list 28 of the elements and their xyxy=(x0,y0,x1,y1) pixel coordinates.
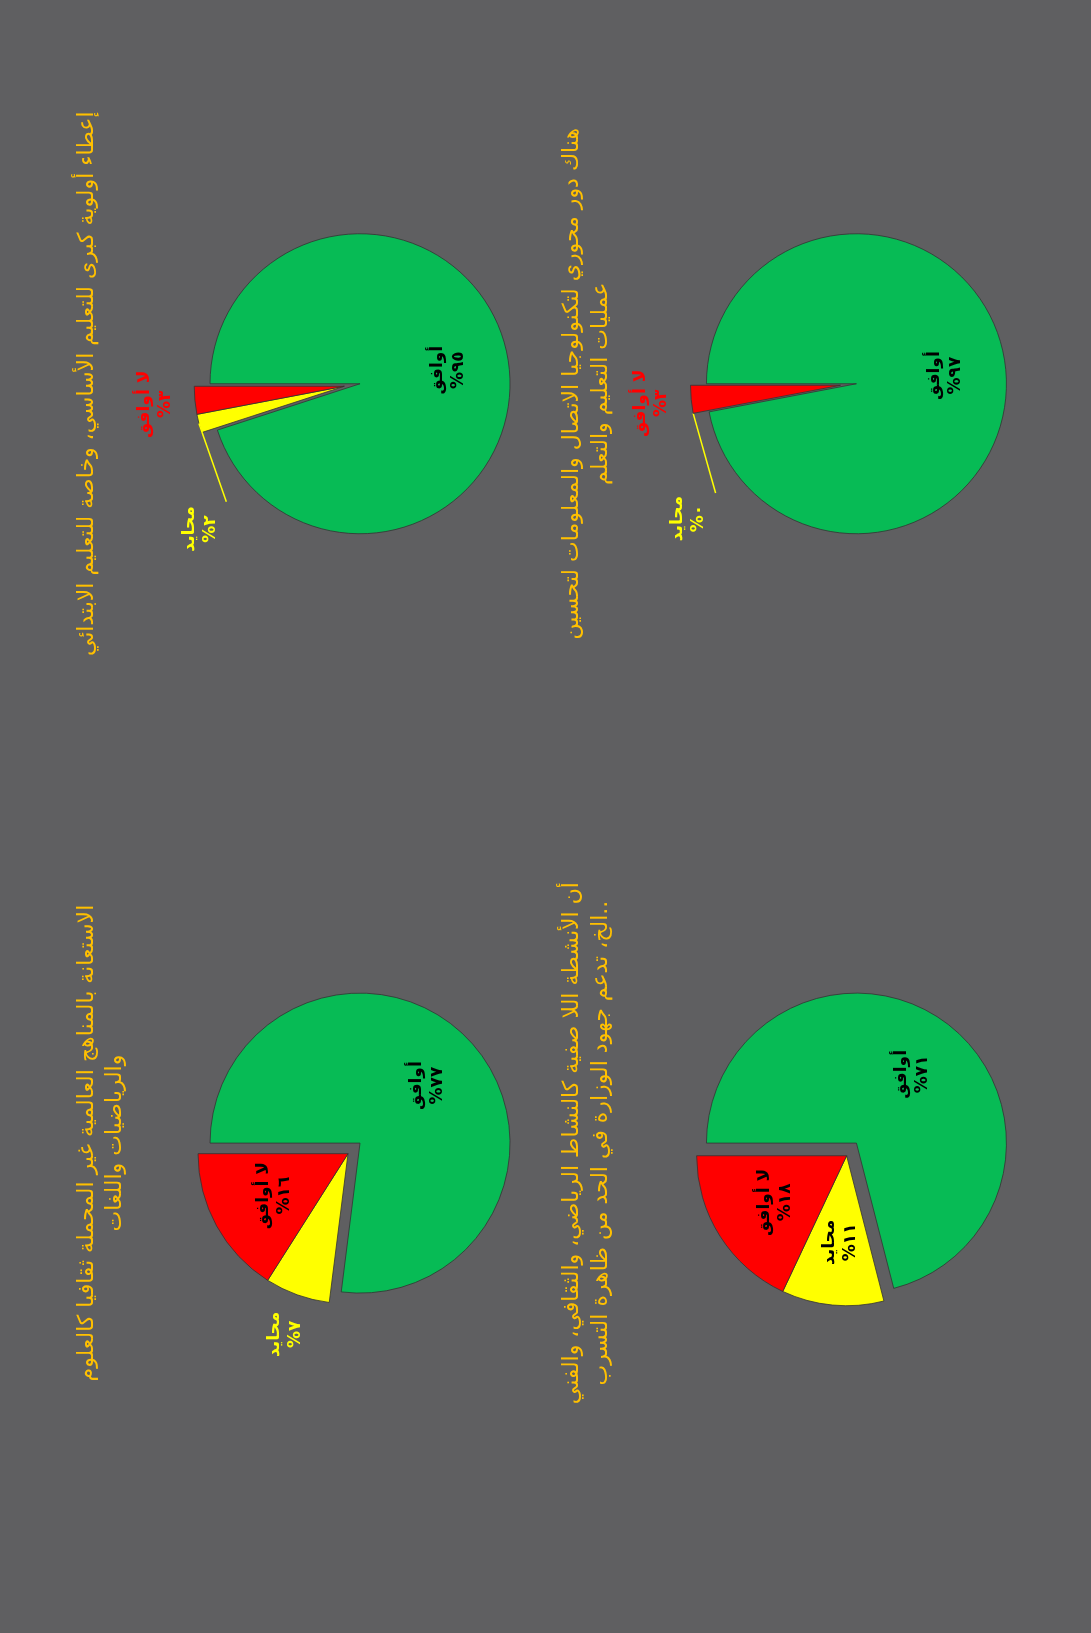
data-label: ٧٧% xyxy=(426,1066,447,1105)
data-label: ١٦% xyxy=(272,1176,293,1215)
slice-label: محايد xyxy=(262,1311,283,1358)
slice-label: أوافق xyxy=(888,1050,911,1099)
data-label: ٩٥% xyxy=(446,351,467,390)
data-label: ١١% xyxy=(839,1223,860,1262)
slice-label: لا أوافق xyxy=(250,1161,273,1230)
category-label: محايد xyxy=(666,495,687,542)
slice-label: لا أوافق xyxy=(752,1168,775,1236)
text: أن الأنشطة اللا صفية كالنشاط الرياضي، والثقافي، والفني ..الخ، تدعم جهود الوزارة في الحد من ظاهرة التسرب xyxy=(556,882,613,1405)
data-label: ٧١% xyxy=(910,1055,931,1094)
data-label: ١٨% xyxy=(774,1182,795,1222)
slice-label: لا أوافق xyxy=(628,369,651,437)
text: هناك دور محوري لتكنولوجيا الاتصال والمعلومات لتحسين عمليات التعليم والتعلم xyxy=(558,128,613,640)
data-label: ٩٧% xyxy=(944,356,965,395)
data-label: ٣% xyxy=(650,389,671,418)
slice-label: أوافق xyxy=(424,345,447,395)
data-label: ٢% xyxy=(199,514,220,543)
slice-label: أوافق xyxy=(922,351,945,400)
data-label: ٣% xyxy=(154,390,175,419)
text: الاستعانة بالمناهج العالمية غير المحملة ثقافيا كالعلوم والرياضيات واللغات xyxy=(72,904,127,1382)
text: ٠% xyxy=(687,504,708,533)
slice-label: محايد xyxy=(818,1219,839,1266)
text: إعطاء أولوية كبرى للتعليم الأساسي، وخاصة للتعليم الابتدائي xyxy=(70,111,99,657)
slice-label: لا أوافق xyxy=(132,370,155,438)
slice-label: أوافق xyxy=(404,1061,427,1110)
data-label: ٧% xyxy=(283,1320,304,1349)
slice-label: محايد xyxy=(178,506,199,552)
